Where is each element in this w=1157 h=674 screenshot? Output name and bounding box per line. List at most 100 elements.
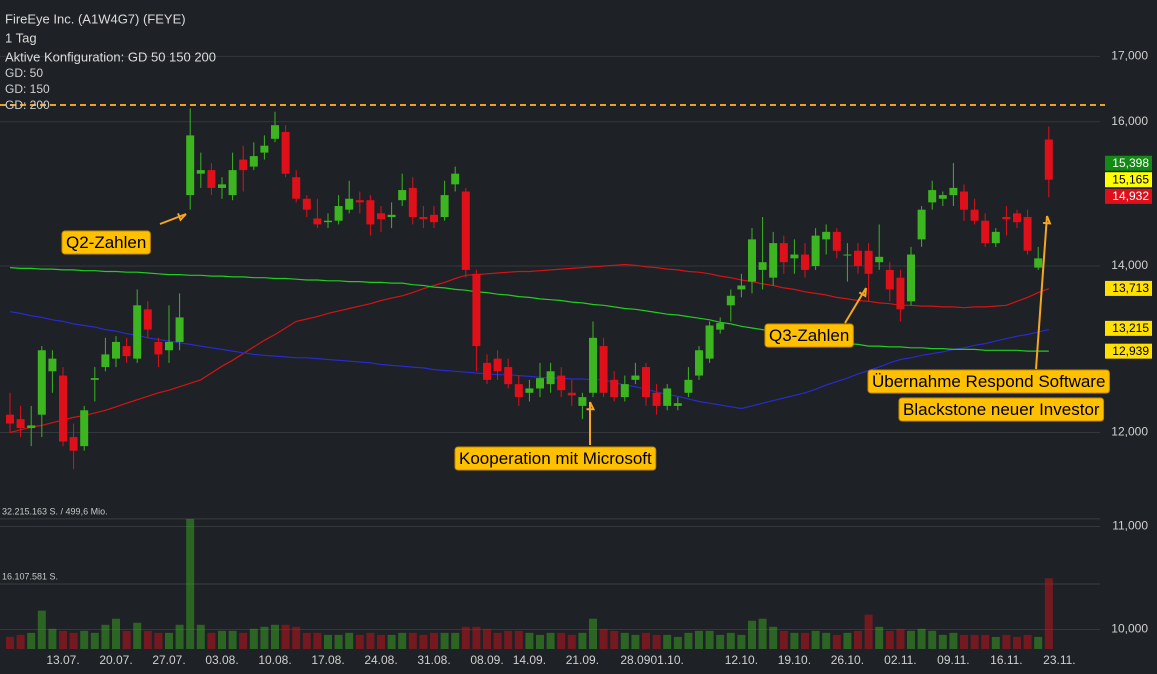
volume-bar [567, 634, 576, 649]
candle-body [854, 250, 862, 267]
volume-bar [779, 630, 788, 649]
candle-body [6, 414, 14, 424]
volume-bar [249, 628, 258, 649]
annotation-text: Q2-Zahlen [66, 233, 146, 252]
volume-bar [186, 518, 195, 649]
candle-body [631, 375, 640, 380]
candle-body [981, 220, 990, 244]
price-label: 15,165 [1112, 172, 1149, 186]
volume-bar [960, 634, 968, 649]
volume-bar [1034, 636, 1043, 649]
candle-body [334, 206, 343, 221]
volume-bar [991, 636, 1000, 649]
volume-bar [461, 626, 470, 649]
volume-bar [610, 630, 619, 649]
volume-bar [313, 632, 322, 649]
volume-bar [557, 632, 566, 649]
volume-bar [1013, 636, 1021, 649]
volume-bar [663, 634, 672, 649]
volume-bar [790, 632, 799, 649]
volume-bar [366, 632, 375, 649]
volume-bar [822, 632, 831, 649]
volume-bar [430, 632, 438, 649]
volume-bar [716, 634, 725, 649]
candle-body [885, 269, 894, 290]
price-label: 13,713 [1112, 281, 1149, 295]
volume-bar [451, 632, 460, 649]
price-label: 14,932 [1112, 189, 1149, 203]
candle-body [737, 285, 746, 290]
candle-body [440, 195, 449, 218]
volume-bar [165, 632, 173, 649]
candle-body [281, 131, 290, 174]
config-text: Aktive Konfiguration: GD 50 150 200 [5, 49, 216, 64]
candle-body [843, 254, 852, 256]
volume-bar [801, 632, 809, 649]
price-label-box [1105, 280, 1152, 296]
overlay: 10,000 11,000 12,000 14,000 16,000 17,000 16.1… [2, 48, 1152, 667]
volume-bar [684, 632, 693, 649]
volume-bar [16, 634, 25, 649]
annotation-arrow [159, 213, 187, 225]
plot [0, 104, 1105, 649]
candle-body [928, 190, 937, 203]
candle-body [377, 213, 385, 220]
volume-bar [207, 632, 216, 649]
x-tick-label: 12.10. [725, 653, 758, 667]
x-tick-label: 21.09. [566, 653, 599, 667]
candle-body [567, 392, 576, 396]
y-tick-label: 10,000 [1111, 622, 1148, 636]
candle-body [546, 371, 555, 385]
candle-body [27, 425, 36, 429]
volume-bar [472, 626, 481, 649]
volume-bar [938, 634, 947, 649]
price-label-box [1105, 155, 1152, 171]
volume-bar [525, 632, 534, 649]
candle-body [196, 170, 205, 174]
volume-bar [80, 630, 89, 649]
volume-bar [875, 626, 884, 649]
annotation-arrowhead [858, 287, 867, 298]
volume-bar [143, 630, 152, 649]
volume-bar [122, 630, 131, 649]
candle-body [599, 346, 608, 393]
volume-bar [514, 630, 523, 649]
volume-bar [907, 630, 915, 649]
volume-bar [48, 628, 57, 649]
candle-body [1002, 217, 1011, 220]
volume-tick-label: 16.107.581 S. [2, 571, 58, 581]
candle-body [536, 378, 544, 389]
volume-bar [355, 634, 364, 649]
volume-bar [281, 624, 290, 649]
volume-bar [631, 634, 640, 649]
volume-bar [737, 634, 746, 649]
y-tick-label: 17,000 [1111, 48, 1148, 62]
x-tick-label: 02.11. [884, 653, 916, 667]
candle-body [165, 341, 173, 351]
candle-body [779, 243, 788, 263]
candle-body [875, 256, 884, 263]
volume-bar [917, 628, 926, 649]
annotation-box [867, 369, 1110, 394]
candle-body [896, 277, 905, 310]
candle-body [864, 250, 873, 274]
y-tick-label: 11,000 [1112, 519, 1148, 533]
candle-body [472, 273, 481, 347]
volume-bar [239, 632, 248, 649]
volume-bar [673, 636, 682, 649]
volume-bar [387, 634, 396, 649]
volume-bar [302, 632, 311, 649]
x-tick-label: 23.11. [1043, 653, 1075, 667]
volume-bar [398, 632, 407, 649]
volume-bar [705, 630, 714, 649]
candle-body [493, 358, 502, 372]
volume-bar [260, 626, 269, 649]
volume-bar [758, 618, 767, 649]
volume-bar [642, 632, 650, 649]
x-tick-label: 08.09. [470, 653, 503, 667]
volume-bar [6, 636, 14, 649]
moving-average-line [9, 311, 1049, 410]
price-label: 12,939 [1112, 344, 1149, 358]
candle-body [589, 337, 597, 393]
candle-body [642, 367, 650, 398]
